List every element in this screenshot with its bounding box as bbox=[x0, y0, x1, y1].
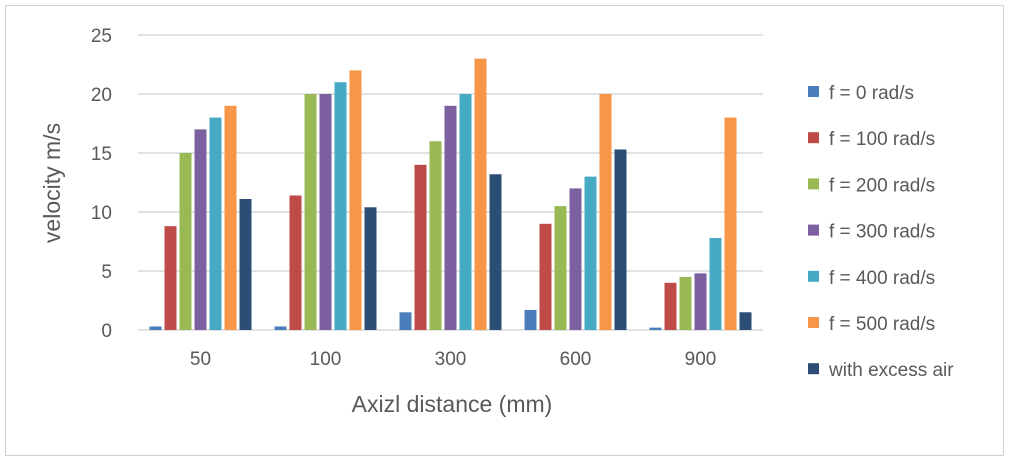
x-tick-label: 300 bbox=[435, 349, 467, 370]
bar bbox=[489, 174, 502, 330]
bar bbox=[429, 141, 442, 330]
bar bbox=[474, 58, 487, 330]
y-tick-label: 0 bbox=[101, 321, 112, 342]
bar bbox=[599, 94, 612, 330]
legend-label: f = 200 rad/s bbox=[829, 175, 935, 196]
bar bbox=[554, 206, 567, 330]
bar bbox=[584, 176, 597, 330]
bar bbox=[739, 312, 752, 330]
bar bbox=[649, 327, 662, 330]
y-tick-label: 25 bbox=[91, 26, 112, 47]
bar bbox=[164, 226, 177, 330]
bar bbox=[459, 94, 472, 330]
legend-label: with excess air bbox=[828, 360, 954, 381]
x-axis-title: Axizl distance (mm) bbox=[352, 391, 553, 417]
bar bbox=[304, 94, 317, 330]
bar bbox=[569, 188, 582, 330]
bar bbox=[334, 82, 347, 330]
x-tick-label: 900 bbox=[685, 349, 717, 370]
legend-label: f = 500 rad/s bbox=[829, 314, 935, 335]
bar bbox=[364, 207, 377, 330]
x-tick-label: 50 bbox=[190, 349, 211, 370]
bar bbox=[399, 312, 412, 330]
x-tick-label: 600 bbox=[560, 349, 592, 370]
bar bbox=[349, 70, 362, 331]
legend-swatch bbox=[808, 86, 819, 97]
legend-swatch bbox=[808, 224, 819, 236]
bar bbox=[679, 276, 692, 330]
x-tick-label: 100 bbox=[310, 349, 342, 370]
legend-swatch bbox=[808, 132, 819, 144]
bar bbox=[179, 153, 192, 330]
legend-swatch bbox=[808, 363, 819, 375]
bar bbox=[209, 117, 222, 330]
legend-label: f = 300 rad/s bbox=[829, 222, 935, 243]
bar bbox=[694, 273, 707, 330]
y-tick-label: 5 bbox=[101, 262, 112, 283]
y-axis-title: velocity m/s bbox=[39, 123, 65, 243]
y-tick-label: 15 bbox=[91, 144, 112, 165]
chart-frame bbox=[5, 5, 1004, 456]
bar bbox=[289, 195, 302, 330]
bar bbox=[239, 199, 252, 330]
legend-swatch bbox=[808, 178, 819, 190]
legend-label: f = 400 rad/s bbox=[829, 268, 935, 289]
bar bbox=[319, 94, 332, 330]
bar bbox=[414, 164, 427, 330]
bar bbox=[224, 105, 237, 330]
bar bbox=[524, 309, 537, 330]
bar bbox=[539, 223, 552, 330]
legend-swatch bbox=[808, 317, 819, 328]
bar bbox=[709, 237, 722, 330]
bar bbox=[149, 326, 162, 330]
y-tick-label: 20 bbox=[91, 85, 112, 106]
bar bbox=[444, 105, 457, 330]
legend-label: f = 0 rad/s bbox=[829, 83, 914, 104]
legend-label: f = 100 rad/s bbox=[829, 129, 935, 150]
bar bbox=[664, 282, 677, 330]
legend-swatch bbox=[808, 270, 819, 282]
bar bbox=[274, 326, 287, 330]
bar bbox=[724, 117, 737, 330]
bar bbox=[194, 129, 207, 330]
bar bbox=[614, 149, 627, 330]
y-tick-label: 10 bbox=[91, 203, 112, 224]
